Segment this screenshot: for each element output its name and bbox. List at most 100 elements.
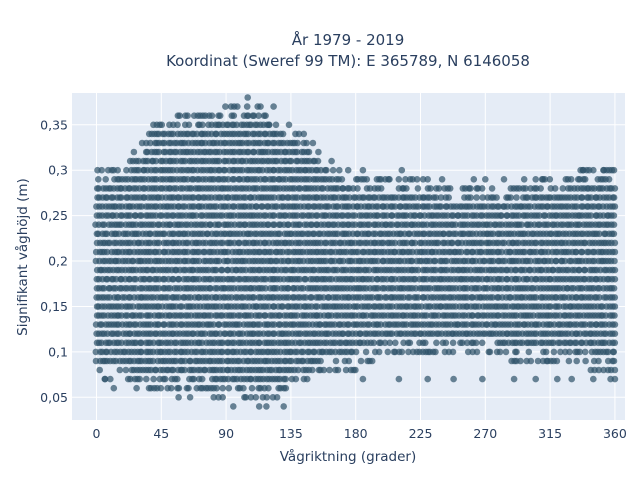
data-point [305,148,313,156]
data-point [161,321,168,328]
data-point [566,348,573,356]
data-point [482,176,489,183]
data-point [581,266,589,274]
data-point [262,285,269,292]
data-point [550,348,558,356]
data-point [185,384,192,392]
y-tick-label: 0,2 [48,254,68,269]
data-point [174,375,181,383]
y-tick-label: 0,15 [40,299,68,314]
data-point [262,312,269,319]
data-point [432,257,439,265]
data-point [169,366,177,374]
data-point [500,176,508,183]
data-point [103,230,111,238]
data-point [542,348,550,356]
data-point [573,339,580,347]
data-point [478,339,486,347]
data-point [130,148,138,156]
data-point [245,148,252,156]
data-point [395,176,403,183]
data-point [553,357,561,365]
data-point [215,157,223,165]
data-point [169,130,177,138]
data-point [573,203,581,210]
data-point [230,176,238,183]
data-point [595,366,603,374]
x-tick-label: 0 [93,426,101,441]
data-point [255,403,263,410]
data-point [313,303,321,310]
data-point [474,185,482,192]
data-point [293,148,301,156]
data-point [550,339,557,347]
data-point [230,403,237,410]
data-point [181,366,188,374]
data-point [103,194,111,201]
data-point [187,357,194,365]
chart-subtitle: Koordinat (Sweref 99 TM): E 365789, N 61… [166,52,530,70]
data-point [375,348,383,356]
data-point [576,348,584,356]
data-point [150,375,157,383]
data-point [408,257,416,265]
data-point [216,112,224,119]
data-point [579,166,587,174]
data-point [213,203,220,210]
data-point [363,176,371,183]
data-point [138,212,145,219]
data-point [561,257,569,265]
data-point [242,394,250,401]
data-point [359,375,367,383]
data-point [611,303,619,310]
data-point [386,339,394,347]
data-point [340,257,347,265]
data-point [207,285,214,292]
data-point [265,384,272,392]
data-point [490,257,497,265]
data-point [352,348,360,356]
data-point [175,275,183,283]
data-point [469,312,477,319]
data-point [495,203,503,210]
data-point [438,176,446,183]
data-point [611,239,619,247]
data-point [252,394,260,401]
data-point [201,366,209,374]
data-point [459,339,466,347]
data-point [345,321,353,328]
data-point [610,221,618,228]
x-tick-label: 225 [409,426,433,441]
data-point [122,366,130,374]
data-point [155,239,163,247]
data-point [325,203,333,210]
data-point [308,294,316,301]
x-tick-labels: 0 45 90 135 180 225 270 315 360 [93,426,627,441]
data-point [225,384,233,392]
data-point [388,330,396,338]
data-point [184,248,192,256]
data-point [501,257,509,265]
data-point [587,194,595,201]
data-point [240,384,247,392]
data-point [557,348,564,356]
data-point [381,339,389,347]
data-point [186,394,194,401]
data-point [323,166,330,174]
data-point [328,157,335,165]
data-point [395,375,403,383]
data-point [539,176,547,183]
data-point [432,348,439,356]
data-point [234,103,241,110]
data-point [280,403,288,410]
data-point [518,221,525,228]
data-point [352,366,359,374]
data-point [610,166,618,174]
data-point [452,221,459,228]
data-point [432,194,440,201]
data-point [547,303,554,310]
data-point [384,348,392,356]
data-point [565,357,573,365]
plot-background [72,93,625,420]
